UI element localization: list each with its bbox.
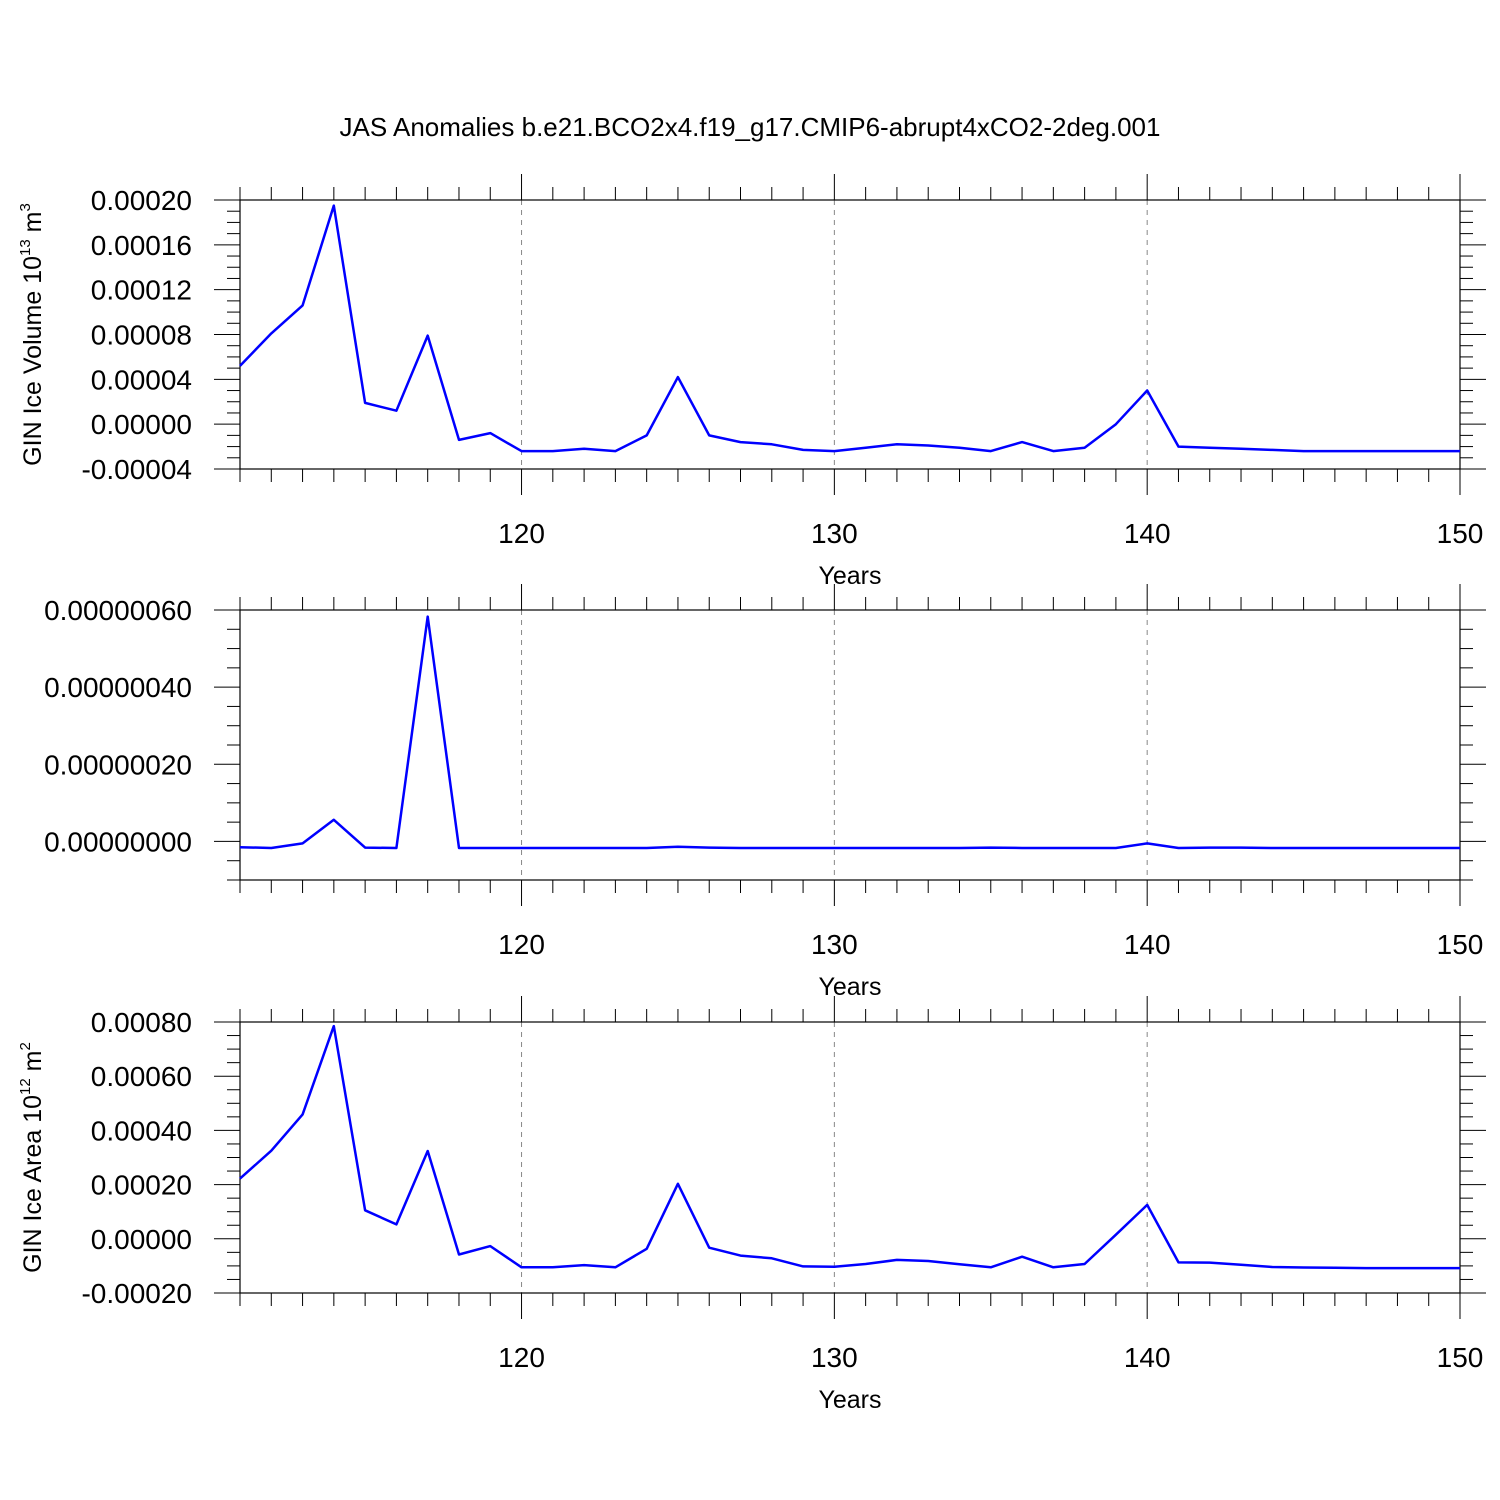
- x-tick-label: 140: [1124, 518, 1171, 549]
- series-line: [239, 615, 1460, 850]
- x-tick-label: 140: [1124, 1342, 1171, 1373]
- y-tick-label: 0.00008: [91, 320, 192, 351]
- y-tick-label: 0.00016: [91, 230, 192, 261]
- y-tick-label: 0.00040: [91, 1115, 192, 1146]
- x-tick-label: 150: [1437, 518, 1484, 549]
- chart-title: JAS Anomalies b.e21.BCO2x4.f19_g17.CMIP6…: [339, 112, 1161, 142]
- y-tick-label: 0.00012: [91, 275, 192, 306]
- x-tick-label: 130: [811, 518, 858, 549]
- series-line: [239, 204, 1460, 453]
- y-tick-label: 0.00000020: [44, 749, 192, 780]
- x-tick-label: 150: [1437, 1342, 1484, 1373]
- x-tick-label: 150: [1437, 929, 1484, 960]
- y-tick-label: -0.00004: [81, 454, 192, 485]
- y-tick-label: 0.00060: [91, 1061, 192, 1092]
- x-tick-label: 120: [498, 1342, 545, 1373]
- plot-panel-3: -0.00020 0.00000 0.00020 0.00040 0.00060 0.00…: [17, 996, 1486, 1414]
- x-tick-label: 130: [811, 1342, 858, 1373]
- x-tick-label: 130: [811, 929, 858, 960]
- y-tick-label: -0.00020: [81, 1278, 192, 1309]
- y-tick-label: 0.00000040: [44, 672, 192, 703]
- y-axis-label: GIN Ice Volume 1013 m3: [17, 203, 47, 466]
- y-tick-label: 0.00000060: [44, 595, 192, 626]
- y-tick-label: 0.00020: [91, 1170, 192, 1201]
- x-axis-label: Years: [818, 973, 881, 1001]
- y-axis-label: GIN Ice Area 1012 m2: [17, 1042, 47, 1273]
- x-axis-label: Years: [818, 1386, 881, 1414]
- plot-frame: [239, 1021, 1461, 1294]
- y-tick-label: 0.00000000: [44, 826, 192, 857]
- x-axis-label: Years: [818, 562, 881, 590]
- x-tick-label: 140: [1124, 929, 1171, 960]
- plot-panel-1: -0.00004 0.00000 0.00004 0.00008 0.00012 0.00…: [17, 174, 1486, 590]
- y-tick-label: 0.00004: [91, 364, 192, 395]
- x-tick-label: 120: [498, 518, 545, 549]
- y-tick-label: 0.00080: [91, 1007, 192, 1038]
- y-tick-label: 0.00000: [91, 409, 192, 440]
- plot-panel-2: 0.00000000 0.00000020 0.00000040 0.00000060…: [44, 584, 1486, 1001]
- y-tick-label: 0.00020: [91, 185, 192, 216]
- y-tick-label: 0.00000: [91, 1224, 192, 1255]
- plot-frame: [239, 199, 1461, 470]
- series-line: [239, 1024, 1460, 1270]
- x-tick-label: 120: [498, 929, 545, 960]
